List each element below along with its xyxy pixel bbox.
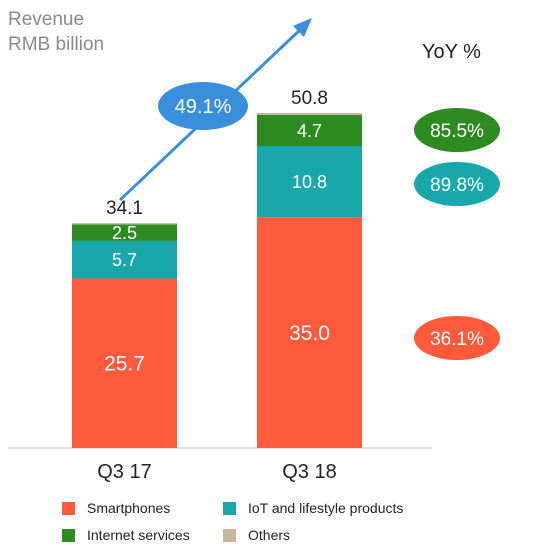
yoy-label-3: 36.1% [430, 329, 484, 350]
bar-others-2 [257, 113, 362, 115]
legend-label-smartphones: Smartphones [87, 500, 171, 516]
legend-label-internet: Internet services [87, 527, 190, 543]
bar-internet-2 [257, 115, 362, 146]
bar-iot-2 [257, 146, 362, 218]
data-label-smartphones-2: 35.0 [289, 322, 330, 345]
data-label-iot-1: 5.7 [112, 250, 137, 270]
growth-arrow-head [293, 18, 312, 37]
yoy-label-1: 85.5% [430, 121, 484, 142]
yoy-title: YoY % [422, 41, 481, 63]
category-label-1: Q3 17 [97, 461, 151, 483]
unit-label-line-1: Revenue [8, 9, 85, 30]
unit-label-line-2: RMB billion [8, 34, 105, 55]
growth-label: 49.1% [175, 96, 232, 118]
category-label-2: Q3 18 [282, 461, 336, 483]
data-label-smartphones-1: 25.7 [104, 353, 145, 376]
legend-iot: IoT and lifestyle products [223, 500, 403, 516]
total-label-1: 34.1 [106, 198, 143, 219]
legend-swatch-smartphones [62, 501, 75, 515]
legend-label-others: Others [248, 527, 291, 543]
data-label-internet-1: 2.5 [112, 223, 137, 243]
total-label-2: 50.8 [291, 88, 328, 109]
data-label-internet-2: 4.7 [297, 121, 322, 141]
yoy-bubble-3 [414, 316, 500, 360]
growth-bubble [158, 82, 248, 130]
data-label-iot-2: 10.8 [292, 172, 327, 192]
bar-smartphones-1 [72, 278, 177, 448]
legend-internet: Internet services [62, 527, 190, 543]
legend-swatch-iot [223, 501, 236, 515]
bar-smartphones-2 [257, 217, 362, 448]
bar-iot-1 [72, 240, 177, 279]
yoy-bubble-1 [414, 108, 500, 152]
bar-internet-1 [72, 224, 177, 241]
yoy-bubble-2 [414, 162, 500, 206]
yoy-label-2: 89.8% [430, 175, 484, 196]
legend-smartphones: Smartphones [62, 500, 170, 516]
legend-swatch-others [223, 528, 236, 542]
legend-label-iot: IoT and lifestyle products [248, 500, 404, 516]
legend-swatch-internet [62, 528, 75, 542]
bar-others-1 [72, 223, 177, 225]
legend-others: Others [223, 527, 290, 543]
